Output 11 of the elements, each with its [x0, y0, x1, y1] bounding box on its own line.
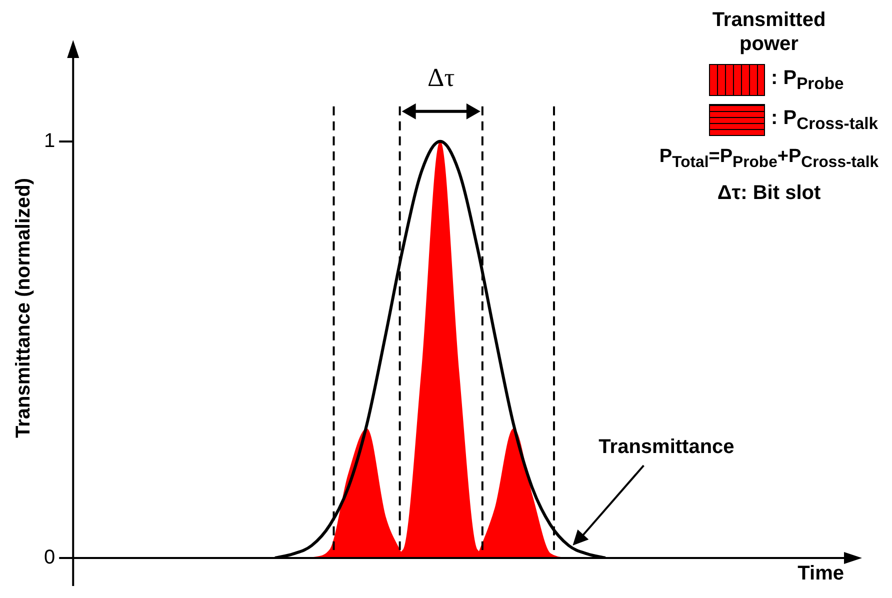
legend-label: : P$_{Cross-talk}$: [771, 106, 878, 134]
y-tick-label: 0: [44, 546, 56, 569]
y-tick-label: 1: [44, 130, 56, 152]
annotation: Δτ: Bit slot: [716, 182, 822, 205]
legend-label: : P$_{Probe}$: [771, 66, 844, 94]
text: Transmittance: [598, 436, 734, 458]
x-axis-title: Time: [798, 562, 844, 585]
y-axis-title: Transmittance (normalized): [12, 178, 35, 438]
annotation: P$_{Total}$=P$_{Probe}$+P$_{Cross-talk}$: [658, 146, 880, 172]
legend-title: Transmitted power: [711, 8, 827, 56]
annotation: Δτ: [426, 63, 456, 94]
